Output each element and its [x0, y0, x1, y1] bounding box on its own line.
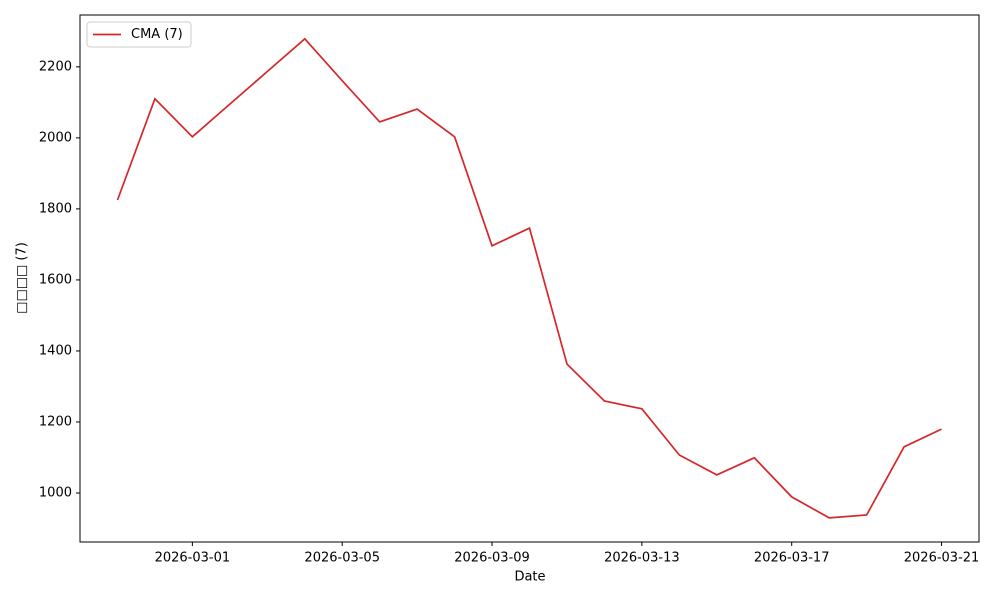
y-tick-label: 2200 [39, 59, 72, 74]
legend-label: CMA (7) [131, 27, 183, 42]
x-tick-label: 2026-03-17 [754, 551, 830, 566]
x-axis-label: Date [514, 570, 545, 585]
plot-frame [79, 14, 980, 543]
x-tick-label: 2026-03-13 [604, 551, 680, 566]
data-line [116, 37, 942, 519]
legend-box [86, 21, 192, 48]
y-tick-label: 1000 [39, 485, 72, 500]
y-tick-label: 2000 [39, 130, 72, 145]
x-tick-label: 2026-03-09 [454, 551, 530, 566]
y-tick-label: 1200 [39, 414, 72, 429]
y-axis-label: □□□□ (7) [15, 242, 30, 314]
x-tick-label: 2026-03-05 [304, 551, 380, 566]
x-tick-label: 2026-03-01 [155, 551, 231, 566]
y-tick-label: 1600 [39, 272, 72, 287]
y-tick-label: 1800 [39, 201, 72, 216]
y-tick-label: 1400 [39, 343, 72, 358]
x-tick-label: 2026-03-21 [904, 551, 980, 566]
